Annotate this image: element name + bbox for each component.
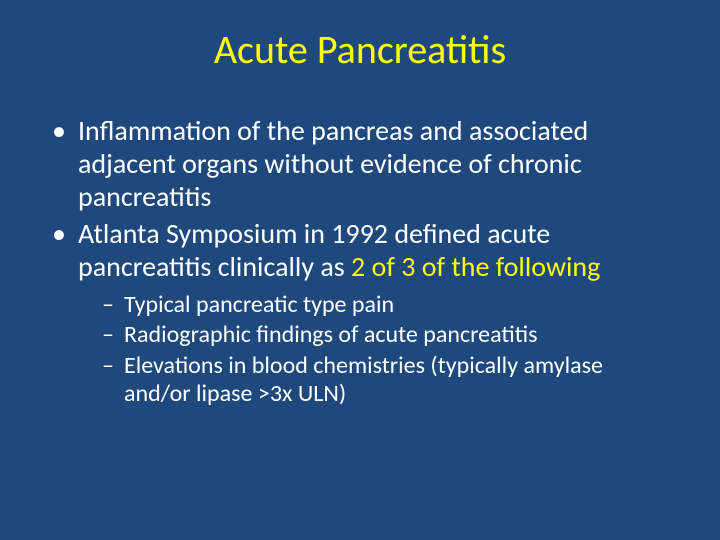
bullet-text: Inflammation of the pancreas and associa… bbox=[78, 113, 588, 214]
sub-bullet-item: Elevations in blood chemistries (typical… bbox=[102, 352, 670, 409]
sub-bullet-item: Typical pancreatic type pain bbox=[102, 291, 670, 319]
slide-title: Acute Pancreatitis bbox=[50, 28, 670, 72]
sub-bullet-text: Radiographic findings of acute pancreati… bbox=[124, 320, 537, 349]
slide: Acute Pancreatitis Inflammation of the p… bbox=[0, 0, 720, 540]
bullet-text-highlight: 2 of 3 of the following bbox=[351, 249, 600, 284]
bullet-list-level1: Inflammation of the pancreas and associa… bbox=[50, 114, 670, 408]
bullet-item: Atlanta Symposium in 1992 defined acute … bbox=[50, 217, 670, 408]
bullet-item: Inflammation of the pancreas and associa… bbox=[50, 114, 670, 213]
sub-bullet-item: Radiographic findings of acute pancreati… bbox=[102, 321, 670, 349]
bullet-list-level2: Typical pancreatic type pain Radiographi… bbox=[102, 291, 670, 408]
sub-bullet-text: Elevations in blood chemistries (typical… bbox=[124, 351, 603, 408]
sub-bullet-text: Typical pancreatic type pain bbox=[124, 290, 394, 319]
